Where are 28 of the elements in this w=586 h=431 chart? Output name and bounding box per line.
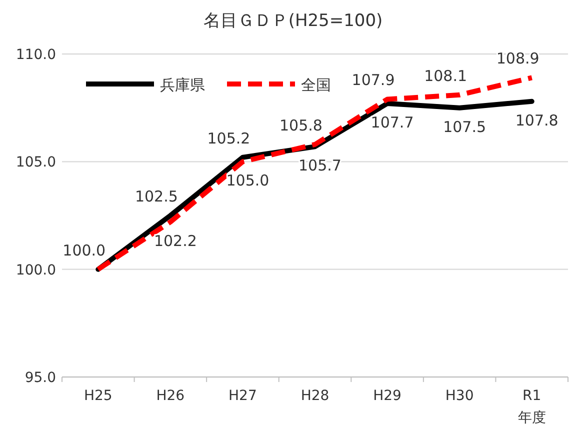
data-label: 105.0 [226, 172, 270, 190]
data-label: 105.2 [207, 129, 250, 148]
data-label: 102.5 [134, 188, 178, 206]
x-tick-label: H27 [228, 388, 257, 404]
x-tick-label: H25 [84, 388, 112, 404]
data-label: 100.0 [62, 241, 106, 260]
chart-title: 名目ＧＤＰ(H25=100) [203, 11, 383, 31]
x-tick-label: H26 [156, 388, 185, 404]
x-tick-label: H28 [300, 388, 330, 404]
x-tick-label: R1 [522, 388, 542, 404]
legend-label: 全国 [301, 76, 331, 94]
data-label: 107.9 [352, 71, 395, 90]
x-axis-title: 年度 [518, 410, 546, 426]
data-label: 105.7 [298, 156, 342, 175]
y-tick-label: 95.0 [24, 370, 56, 386]
data-label: 108.1 [424, 66, 468, 85]
y-tick-label: 105.0 [16, 154, 56, 171]
x-tick-label: H30 [445, 388, 474, 404]
data-label: 107.7 [370, 114, 414, 132]
x-tick-label: H29 [373, 388, 402, 404]
data-label: 107.8 [515, 111, 558, 130]
data-label: 102.2 [154, 232, 197, 250]
data-label: 105.8 [280, 116, 322, 134]
data-label: 108.9 [496, 50, 540, 68]
data-label: 107.5 [443, 118, 486, 136]
legend-label: 兵庫県 [160, 76, 205, 94]
y-tick-label: 100.0 [16, 262, 56, 278]
y-tick-label: 110.0 [16, 47, 56, 63]
